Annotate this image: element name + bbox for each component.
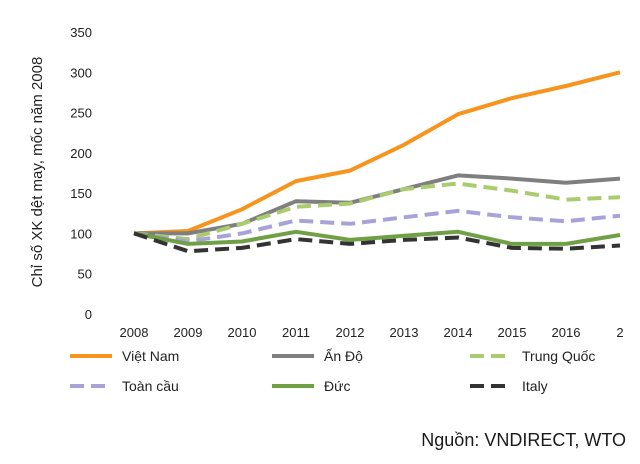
series-line [134, 173, 621, 236]
legend-label: Đức [324, 378, 350, 394]
y-tick-label: 350 [70, 25, 92, 40]
x-tick-label: 2013 [390, 325, 419, 340]
y-tick-label: 250 [70, 106, 92, 121]
x-tick-label: 2009 [174, 325, 203, 340]
x-tick-label: 2012 [336, 325, 365, 340]
x-tick-label: 2016 [552, 325, 581, 340]
y-tick-labels: 0 50 100 150 200 250 300 350 [70, 25, 92, 322]
legend-label: Ấn Độ [324, 348, 363, 364]
source-note: Nguồn: VNDIRECT, WTO [421, 430, 626, 450]
y-axis-label: Chỉ số XK dệt may, mốc năm 2008 [29, 57, 46, 288]
legend-label: Trung Quốc [522, 348, 595, 364]
x-tick-labels: 2008 2009 2010 2011 2012 2013 2014 2015 2016 2 [120, 325, 624, 340]
y-tick-label: 100 [70, 226, 92, 241]
y-tick-label: 200 [70, 146, 92, 161]
x-tick-label: 2015 [498, 325, 527, 340]
legend-label: Việt Nam [122, 348, 179, 364]
x-tick-label: 2014 [444, 325, 473, 340]
legend-label: Italy [522, 378, 548, 394]
series-lines [133, 70, 621, 254]
legend-label: Toàn cầu [122, 378, 179, 394]
y-tick-label: 300 [70, 65, 92, 80]
series-line [133, 229, 621, 246]
series-line [133, 208, 621, 244]
y-tick-label: 50 [78, 267, 92, 282]
x-tick-label: 2010 [228, 325, 257, 340]
series-line [133, 231, 621, 254]
y-tick-label: 150 [70, 186, 92, 201]
series-line [133, 70, 621, 236]
legend: Việt Nam Ấn Độ Trung Quốc Toàn cầu Đức Italy [70, 348, 595, 394]
y-tick-label: 0 [85, 307, 92, 322]
x-tick-label: 2008 [120, 325, 149, 340]
x-tick-label: 2011 [282, 325, 310, 340]
x-tick-label: 2 [616, 325, 623, 340]
